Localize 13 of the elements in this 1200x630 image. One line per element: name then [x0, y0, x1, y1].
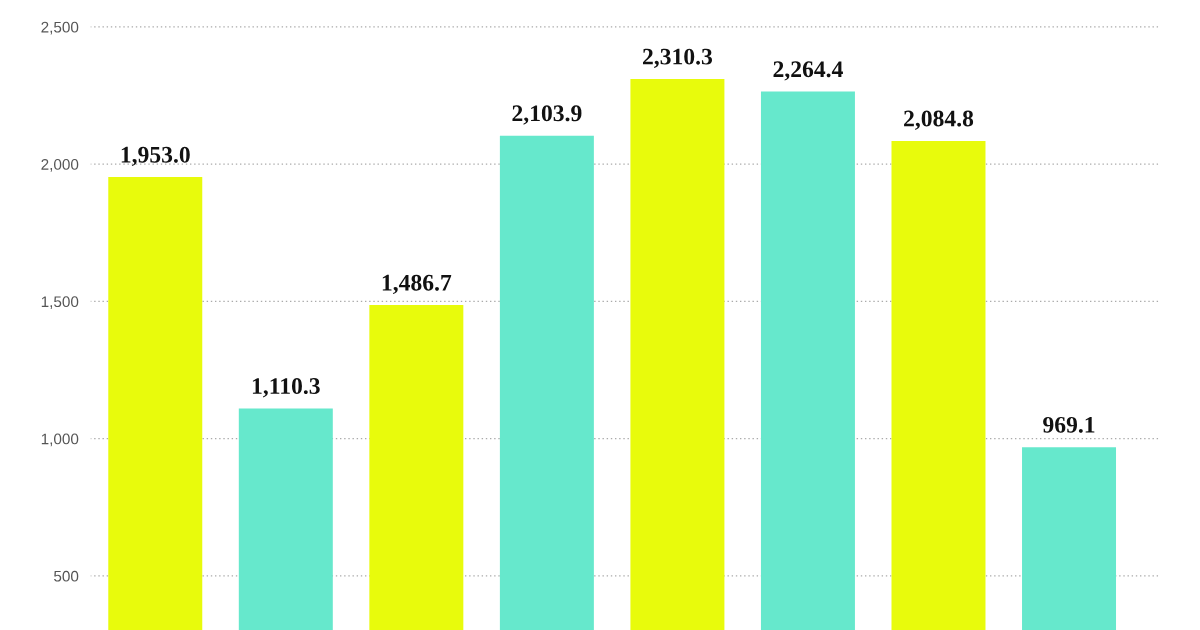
- y-tick-label: 1,500: [41, 296, 79, 309]
- data-label: 2,310.3: [642, 48, 713, 68]
- data-label: 2,103.9: [512, 105, 582, 125]
- data-label: 1,110.3: [252, 378, 320, 398]
- data-label: 1,486.7: [382, 274, 452, 295]
- y-tick-label: 1,000: [41, 433, 79, 447]
- data-label: 2,084.8: [904, 110, 974, 130]
- y-tick-label: 500: [54, 570, 79, 582]
- y-tick-label: 2,500: [41, 21, 79, 35]
- data-label: 2,264.4: [773, 61, 843, 81]
- data-label: 969.1: [1043, 416, 1095, 433]
- y-tick-label: 2,000: [41, 159, 79, 172]
- data-label: 1,953.0: [121, 146, 190, 167]
